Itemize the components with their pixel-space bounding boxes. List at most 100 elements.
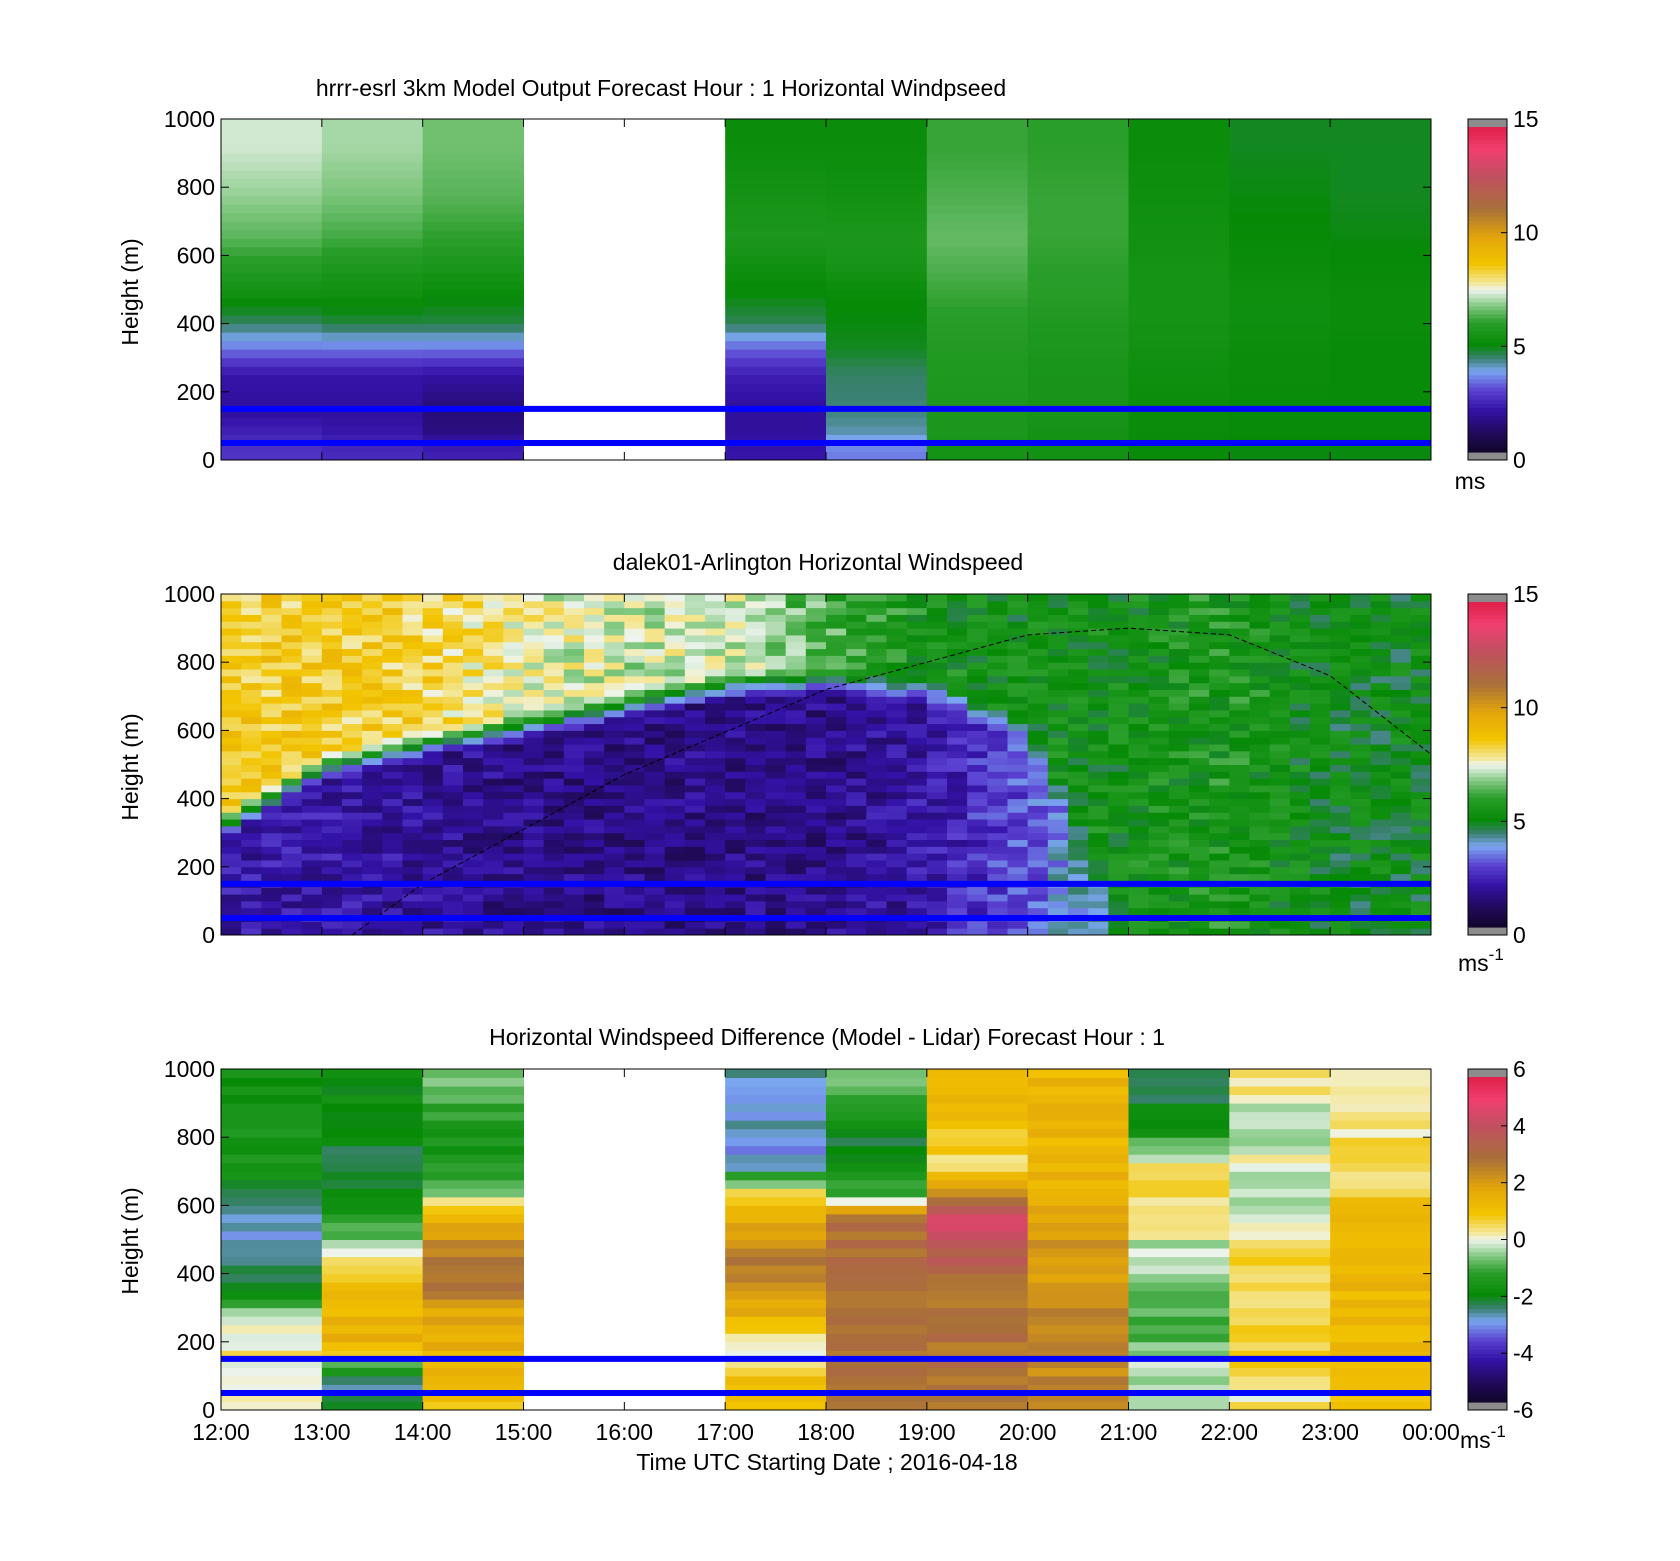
heatmap-cell [1310, 600, 1331, 609]
heatmap-cell [826, 825, 847, 834]
heatmap-cell [866, 846, 887, 854]
heatmap-cell [886, 614, 908, 622]
heatmap-cell [1027, 1282, 1129, 1292]
heatmap-cell [785, 594, 807, 602]
heatmap-cell [1128, 730, 1150, 738]
heatmap-cell [402, 669, 424, 677]
heatmap-cell [664, 614, 686, 622]
heatmap-cell [1229, 1171, 1331, 1181]
colorbar-swatch [1468, 439, 1507, 445]
heatmap-cell [1088, 703, 1109, 711]
heatmap-cell [1289, 832, 1311, 841]
heatmap-cell [1027, 136, 1129, 146]
heatmap-cell [745, 737, 766, 745]
heatmap-cell [926, 1171, 1029, 1181]
heatmap-cell [221, 1111, 323, 1121]
heatmap-cell [1249, 812, 1271, 820]
heatmap-cell [1249, 709, 1271, 718]
heatmap-cell [1027, 1265, 1129, 1275]
heatmap-cell [967, 853, 988, 861]
heatmap-cell [1128, 784, 1150, 793]
heatmap-cell [926, 669, 948, 677]
heatmap-cell [1047, 921, 1069, 929]
colorbar-swatch [1468, 163, 1507, 169]
heatmap-cell [826, 750, 847, 759]
colorbar-swatch [1468, 127, 1507, 132]
heatmap-cell [301, 928, 323, 936]
heatmap-cell [1189, 757, 1210, 765]
heatmap-cell [906, 825, 928, 834]
heatmap-cell [463, 703, 484, 711]
heatmap-cell [1027, 784, 1049, 793]
heatmap-cell [725, 1324, 827, 1334]
heatmap-cell [725, 1213, 827, 1223]
heatmap-cell [321, 1145, 424, 1155]
heatmap-cell [826, 1222, 928, 1232]
heatmap-cell [1410, 607, 1432, 615]
heatmap-cell [1229, 621, 1250, 629]
heatmap-cell [1088, 791, 1109, 800]
heatmap-cell [1330, 1290, 1432, 1300]
heatmap-cell [362, 634, 383, 643]
heatmap-cell [1330, 442, 1432, 452]
heatmap-cell [1027, 846, 1049, 854]
heatmap-cell [684, 730, 706, 738]
heatmap-cell [1249, 894, 1271, 902]
y-tick-label: 1000 [164, 1056, 215, 1082]
heatmap-cell [1128, 1120, 1230, 1130]
heatmap-cell [624, 859, 645, 868]
heatmap-cell [221, 246, 323, 256]
heatmap-cell [967, 825, 988, 834]
heatmap-cell [926, 1196, 1029, 1206]
heatmap-cell [846, 744, 867, 752]
heatmap-cell [967, 696, 988, 704]
colorbar-swatch [1468, 719, 1507, 725]
heatmap-cell [463, 791, 484, 800]
heatmap-cell [1229, 928, 1250, 936]
heatmap-cell [584, 791, 605, 800]
heatmap-cell [1108, 859, 1129, 868]
x-tick-label: 20:00 [999, 1419, 1057, 1445]
heatmap-cell [1168, 853, 1190, 861]
heatmap-cell [805, 819, 827, 827]
heatmap-cell [1330, 682, 1351, 690]
heatmap-cell [1370, 825, 1392, 834]
heatmap-cell [1128, 1094, 1230, 1104]
heatmap-cell [906, 669, 928, 677]
heatmap-cell [664, 594, 686, 602]
heatmap-cell [644, 669, 666, 677]
heatmap-cell [463, 928, 484, 936]
heatmap-cell [382, 928, 403, 936]
heatmap-cell [926, 894, 948, 902]
heatmap-cell [1370, 771, 1392, 779]
heatmap-cell [422, 723, 444, 731]
heatmap-cell [321, 655, 343, 663]
heatmap-cell [664, 873, 686, 881]
heatmap-cell [826, 1299, 928, 1309]
heatmap-cell [624, 825, 645, 834]
heatmap-cell [382, 689, 403, 697]
heatmap-cell [624, 689, 645, 697]
heatmap-cell [604, 682, 625, 690]
heatmap-cell [826, 178, 928, 188]
heatmap-cell [785, 764, 807, 772]
heatmap-cell [1027, 859, 1049, 868]
heatmap-cell [1410, 839, 1432, 847]
heatmap-cell [1350, 723, 1371, 731]
heatmap-cell [644, 928, 666, 936]
heatmap-cell [321, 323, 424, 333]
heatmap-cell [1350, 853, 1371, 861]
heatmap-cell [765, 853, 787, 861]
heatmap-cell [785, 723, 807, 731]
heatmap-cell [362, 819, 383, 827]
heatmap-cell [624, 805, 645, 813]
heatmap-cell [1128, 1256, 1230, 1266]
colorbar-swatch [1468, 654, 1507, 660]
heatmap-cell [1128, 144, 1230, 154]
heatmap-cell [483, 839, 504, 847]
heatmap-cell [1390, 846, 1412, 854]
heatmap-cell [1390, 607, 1412, 615]
heatmap-cell [483, 607, 504, 615]
heatmap-cell [826, 204, 928, 214]
heatmap-cell [221, 628, 242, 636]
